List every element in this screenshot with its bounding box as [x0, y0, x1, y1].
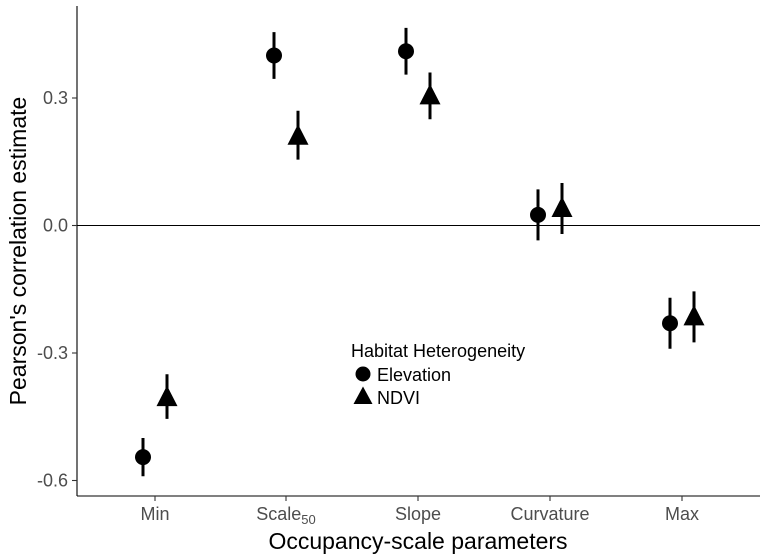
x-tick-label-text: Min — [140, 504, 169, 524]
y-tick-label: 0.0 — [43, 216, 68, 236]
point-ndvi — [683, 304, 705, 326]
point-elevation — [266, 47, 282, 64]
x-tick-label: Max — [665, 504, 699, 524]
point-ndvi — [551, 196, 573, 217]
x-tick-label-text: Slope — [395, 504, 441, 524]
legend-label-elevation: Elevation — [377, 365, 451, 385]
point-elevation — [398, 43, 414, 60]
legend-key-ndvi — [353, 386, 373, 404]
x-tick-label-text: Curvature — [510, 504, 589, 524]
point-ndvi — [287, 124, 309, 145]
plot-panel: 0.30.0-0.3-0.6 Min Scale50 Slope Curvature M… — [37, 6, 760, 527]
x-tick-label: Curvature — [510, 504, 589, 524]
x-tick-label: Min — [140, 504, 169, 524]
x-tick-label-text: Max — [665, 504, 699, 524]
point-elevation — [662, 315, 678, 332]
y-tick-label: -0.6 — [37, 471, 68, 491]
point-elevation — [530, 206, 546, 223]
y-tick-label: 0.3 — [43, 88, 68, 108]
x-ticks: Min Scale50 Slope Curvature Max — [140, 496, 699, 527]
y-tick-label: -0.3 — [37, 343, 68, 363]
data-marks — [135, 27, 705, 477]
x-tick-label-text: Scale — [256, 504, 301, 524]
legend-key-elevation — [355, 366, 371, 382]
y-ticks: 0.3 0.0 -0.3 -0.6 — [37, 88, 77, 491]
point-ndvi — [156, 385, 178, 407]
legend-title: Habitat Heterogeneity — [351, 341, 525, 361]
x-tick-label-subscript: 50 — [301, 512, 315, 527]
point-ndvi — [419, 83, 441, 105]
legend-label-ndvi: NDVI — [377, 388, 420, 408]
x-tick-label: Scale50 — [256, 504, 316, 527]
legend: Habitat Heterogeneity Elevation NDVI — [351, 341, 525, 408]
point-elevation — [135, 449, 151, 466]
y-axis-title: Pearson's correlation estimate — [5, 97, 31, 406]
x-axis-title: Occupancy-scale parameters — [268, 528, 567, 554]
x-tick-label: Slope — [395, 504, 441, 524]
